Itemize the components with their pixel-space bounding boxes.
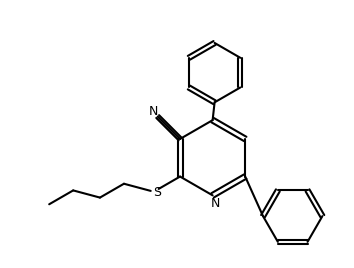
Text: S: S bbox=[153, 186, 161, 199]
Text: N: N bbox=[211, 197, 220, 210]
Text: N: N bbox=[149, 105, 158, 118]
